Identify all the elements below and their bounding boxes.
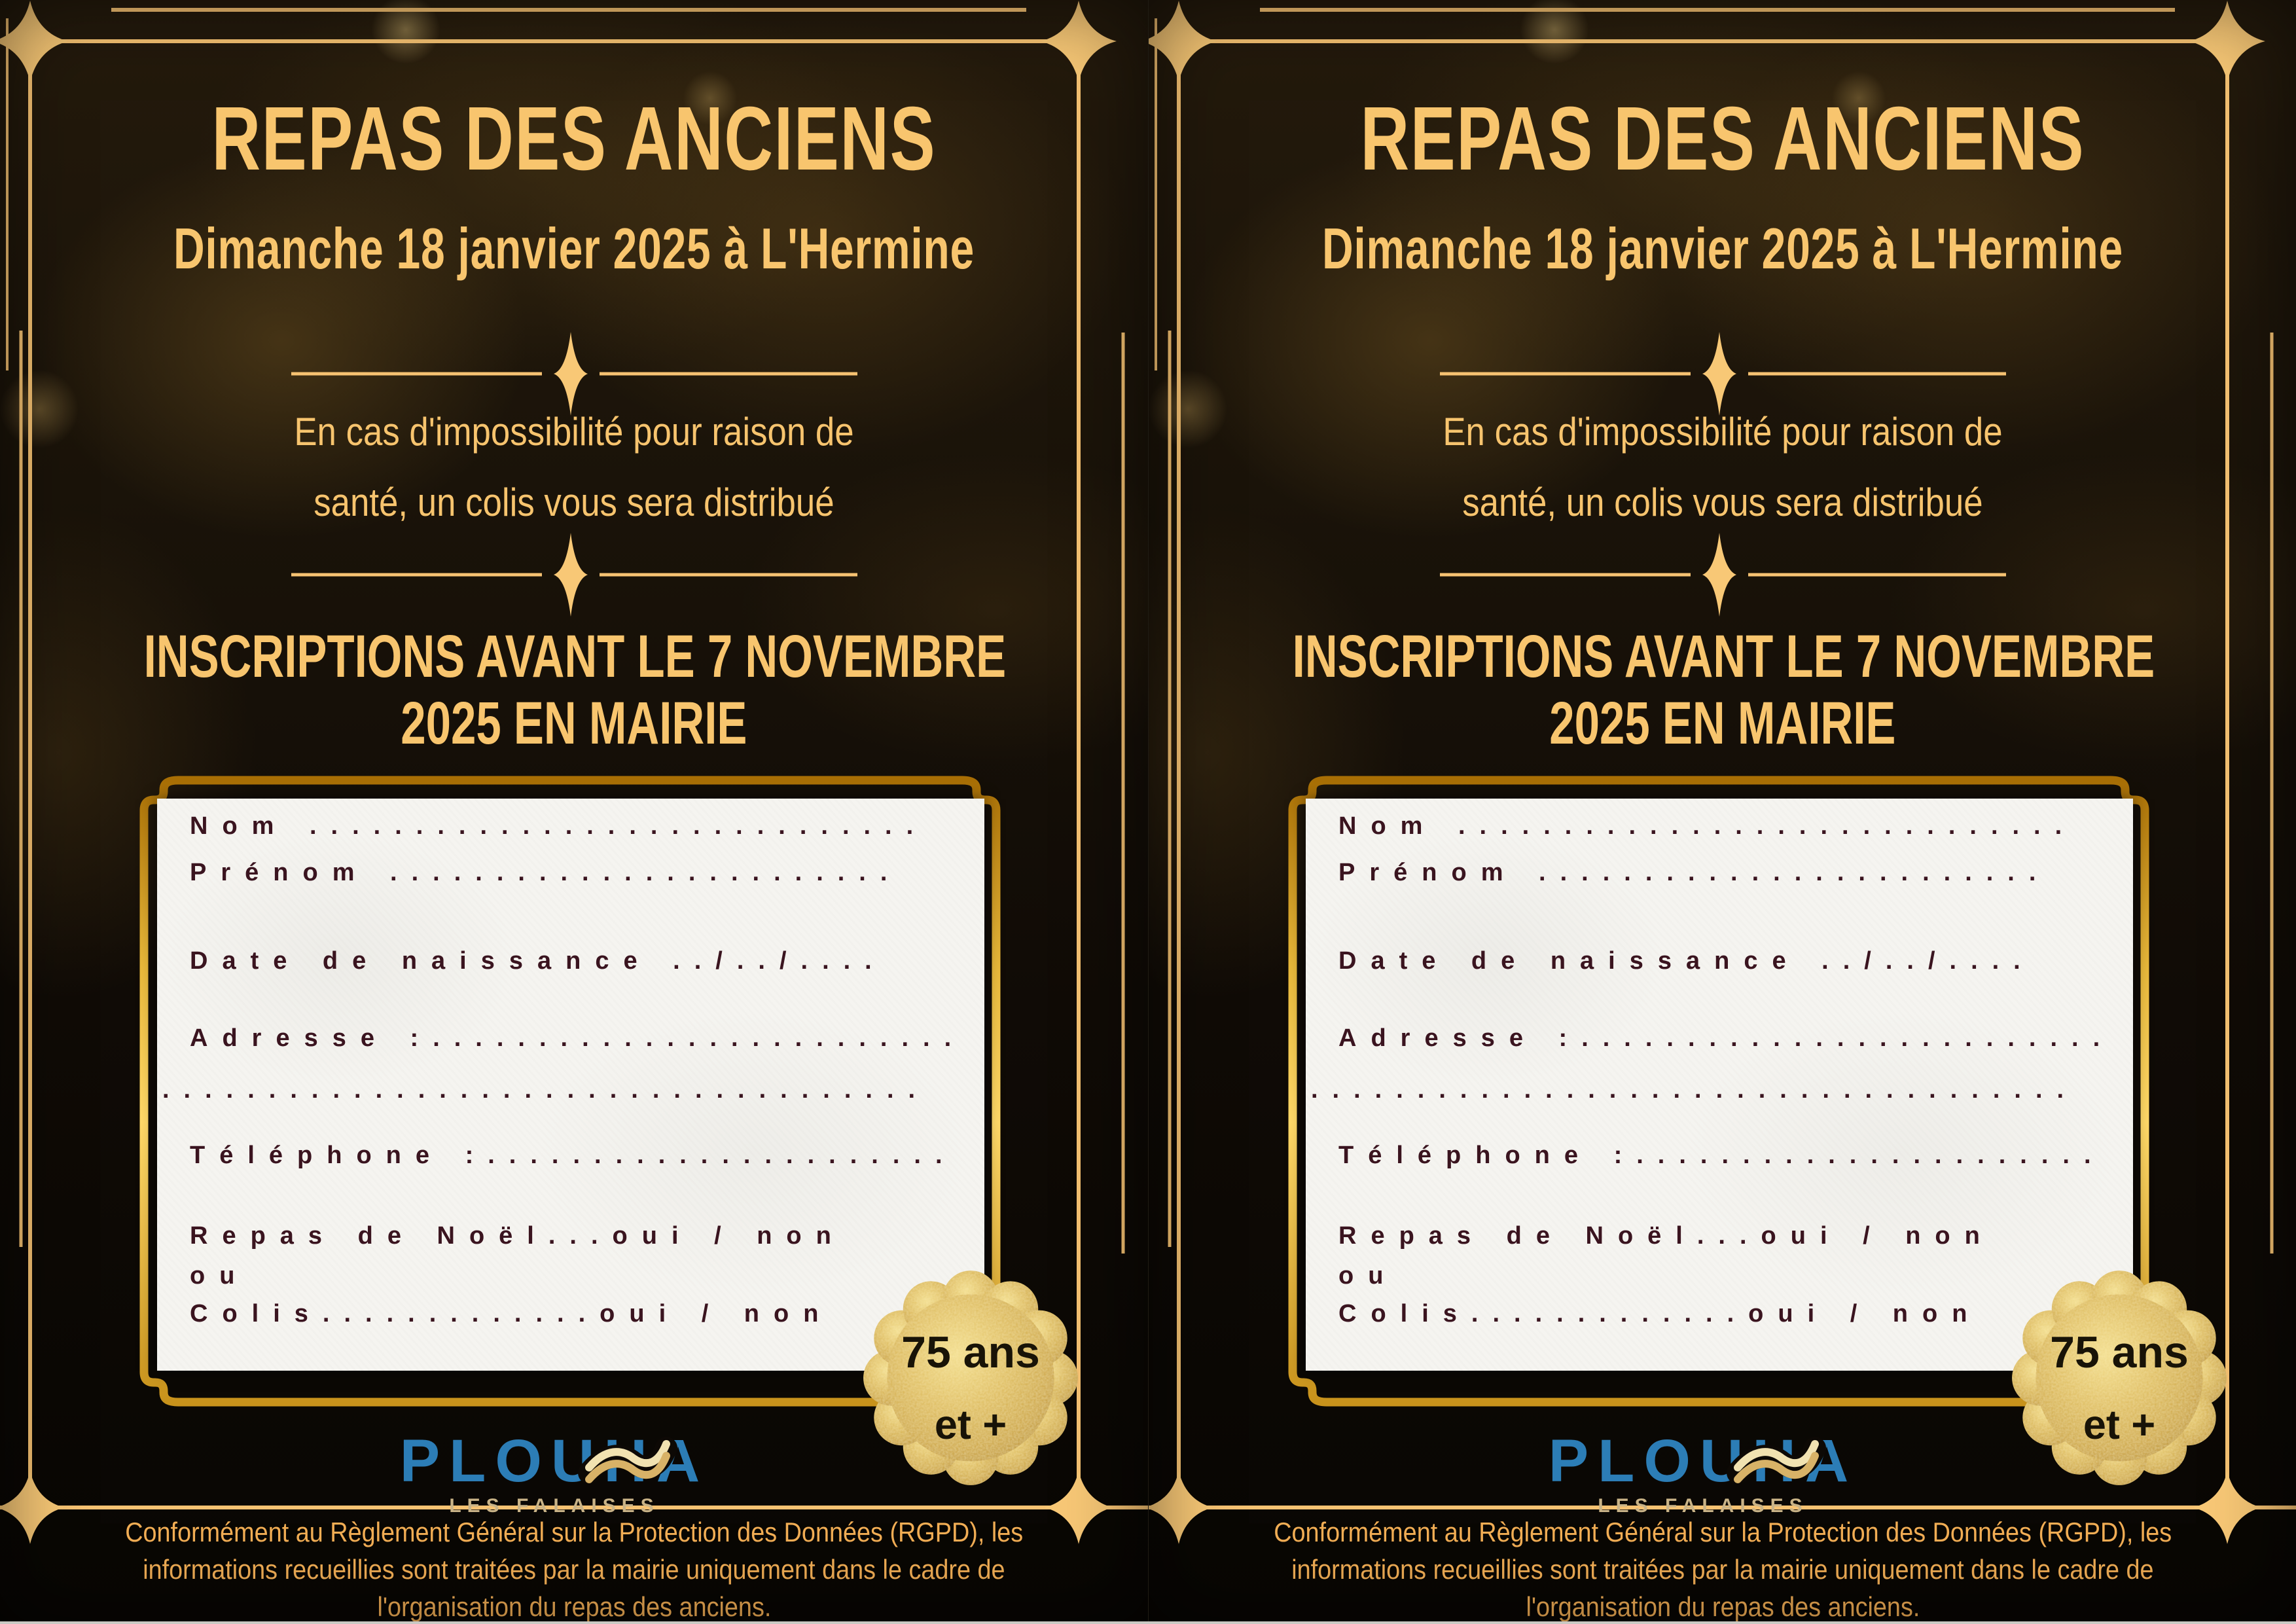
- wave-icon: [1727, 1437, 1827, 1484]
- registration-deadline: INSCRIPTIONS AVANT LE 7 NOVEMBRE 2025 EN…: [143, 623, 1007, 757]
- form-field-naissance: Date de naissance ../../....: [1338, 947, 2035, 975]
- form-field-colis: Colis.............oui / non: [190, 1300, 833, 1327]
- page-title: REPAS DES ANCIENS: [1360, 88, 2085, 189]
- form-field-adresse: Adresse :.........................: [190, 1024, 966, 1052]
- form-field-ou: ou: [1338, 1262, 1398, 1290]
- form-field-colis: Colis.............oui / non: [1338, 1300, 1982, 1327]
- corner-sparkle-icon: [0, 1, 68, 82]
- plouha-logo: PLOUH A LES FALAISES: [0, 1428, 1148, 1517]
- form-field-repas-noel: Repas de Noël...oui / non: [190, 1222, 846, 1250]
- divider-star-icon: [554, 533, 588, 617]
- corner-sparkle-icon: [1041, 1, 1117, 82]
- scalloped-seal-icon: [2012, 1271, 2227, 1485]
- health-notice: En cas d'impossibilité pour raison de sa…: [1443, 410, 2003, 524]
- border-lines: [1149, 8, 2296, 1509]
- badge-plus-text: et +: [2083, 1402, 2156, 1448]
- form-field-adresse: Adresse :.........................: [1338, 1024, 2115, 1052]
- event-date-venue: Dimanche 18 janvier 2025 à L'Hermine: [173, 216, 975, 281]
- gold-frame-decoration: [1149, 1, 2296, 1544]
- plouha-logo-wordmark: PLOUH A: [1548, 1428, 1858, 1494]
- event-date-venue: Dimanche 18 janvier 2025 à L'Hermine: [1322, 216, 2123, 281]
- registration-form-paper: Nom ............................. Prénom…: [157, 799, 984, 1371]
- scalloped-seal-icon: [863, 1271, 1078, 1485]
- flyer-page: Nom ............................. Prénom…: [1149, 0, 2296, 1624]
- health-notice: En cas d'impossibilité pour raison de sa…: [294, 410, 854, 524]
- wave-icon: [578, 1437, 678, 1484]
- border-lines: [0, 8, 1148, 1509]
- form-field-nom: Nom .............................: [1338, 812, 2077, 840]
- registration-deadline: INSCRIPTIONS AVANT LE 7 NOVEMBRE 2025 EN…: [1292, 623, 2155, 757]
- form-field-adresse-suite: ....................................: [162, 1076, 930, 1104]
- form-field-telephone: Téléphone :......................: [1338, 1142, 2106, 1169]
- divider-star-icon: [1702, 533, 1736, 617]
- form-field-telephone: Téléphone :......................: [190, 1142, 957, 1169]
- flyer-copy-left: Nom ............................. Prénom…: [0, 0, 1148, 1624]
- plouha-logo-wordmark: PLOUH A: [399, 1428, 709, 1494]
- badge-plus-text: et +: [934, 1402, 1007, 1448]
- rgpd-footer: Conformément au Règlement Général sur la…: [125, 1517, 1023, 1622]
- badge-age-text: 75 ans: [901, 1327, 1040, 1377]
- flyer-page: Nom ............................. Prénom…: [0, 0, 1148, 1624]
- form-field-nom: Nom .............................: [190, 812, 928, 840]
- plouha-logo-subtitle: LES FALAISES: [1598, 1495, 1808, 1517]
- badge-age-text: 75 ans: [2050, 1327, 2189, 1377]
- form-field-ou: ou: [190, 1262, 249, 1290]
- plouha-logo: PLOUH A LES FALAISES: [1149, 1428, 2296, 1517]
- flyer-copy-right: Nom ............................. Prénom…: [1148, 0, 2296, 1624]
- form-field-prenom: Prénom ........................: [190, 859, 902, 886]
- corner-sparkle-icon: [1149, 1, 1217, 82]
- registration-form-paper: Nom ............................. Prénom…: [1306, 799, 2133, 1371]
- page-title: REPAS DES ANCIENS: [211, 88, 937, 189]
- plouha-logo-subtitle: LES FALAISES: [449, 1495, 660, 1517]
- corner-sparkle-icon: [2189, 1, 2265, 82]
- form-field-naissance: Date de naissance ../../....: [190, 947, 886, 975]
- age-badge: 75 ans et +: [859, 1267, 1082, 1489]
- rgpd-footer: Conformément au Règlement Général sur la…: [1274, 1517, 2172, 1622]
- age-badge: 75 ans et +: [2008, 1267, 2231, 1489]
- form-field-adresse-suite: ....................................: [1311, 1076, 2079, 1104]
- form-field-prenom: Prénom ........................: [1338, 859, 2051, 886]
- form-field-repas-noel: Repas de Noël...oui / non: [1338, 1222, 1994, 1250]
